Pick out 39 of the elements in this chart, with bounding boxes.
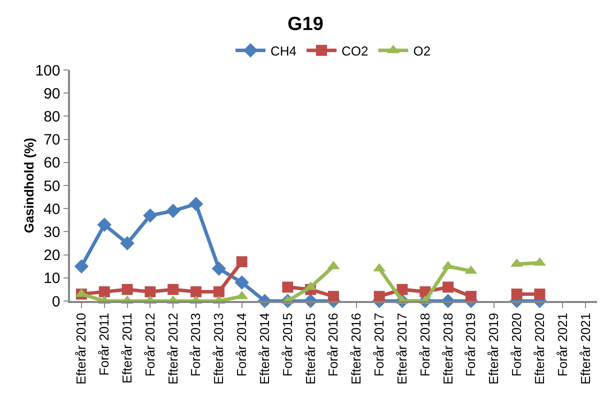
y-tick-label: 60 — [44, 154, 60, 172]
y-tick-label: 80 — [44, 108, 60, 126]
x-tick-label: Forår 2013 — [188, 312, 204, 377]
x-tick-label: Efterår 2018 — [440, 312, 456, 384]
x-tick-label: Efterår 2016 — [348, 312, 364, 384]
y-tick-label: 100 — [35, 62, 60, 80]
y-tick-label: 20 — [44, 247, 60, 264]
y-tick-label: 0 — [52, 293, 60, 310]
x-tick-label: Efterår 2014 — [256, 312, 272, 384]
x-tick-label: Efterår 2017 — [394, 312, 410, 384]
y-tick-label: 40 — [44, 200, 60, 218]
x-tick-label: Forår 2021 — [554, 312, 570, 377]
chart-title: G19 — [288, 14, 324, 35]
legend-label: CO2 — [342, 43, 368, 58]
x-tick-label: Efterår 2015 — [302, 312, 318, 384]
y-tick-label: 90 — [44, 85, 60, 102]
x-tick-label: Efterår 2019 — [486, 312, 502, 384]
x-tick-label: Efterår 2010 — [74, 312, 89, 384]
x-tick-label: Forår 2020 — [509, 312, 524, 377]
x-tick-label: Forår 2012 — [142, 312, 158, 377]
x-tick-label: Forår 2015 — [280, 312, 295, 377]
y-tick-label: 10 — [44, 270, 60, 288]
x-tick-label: Forår 2016 — [326, 312, 341, 377]
y-tick-label: 50 — [44, 178, 60, 195]
legend-label: CH4 — [270, 43, 297, 58]
x-tick-label: Forår 2017 — [372, 312, 387, 377]
x-tick-label: Forår 2018 — [417, 312, 432, 377]
x-tick-label: Efterår 2021 — [578, 312, 593, 384]
y-tick-label: 30 — [44, 224, 60, 241]
x-tick-label: Efterår 2011 — [120, 312, 135, 384]
x-tick-label: Forår 2019 — [463, 312, 478, 377]
x-tick-label: Efterår 2020 — [532, 312, 547, 384]
x-tick-label: Forår 2011 — [96, 312, 112, 376]
x-tick-label: Forår 2014 — [234, 312, 250, 377]
x-tick-label: Efterår 2012 — [165, 312, 180, 384]
y-axis-title: Gasindhold (%) — [22, 138, 36, 234]
y-tick-label: 70 — [44, 132, 60, 149]
legend-label: O2 — [413, 43, 431, 58]
x-tick-label: Efterår 2013 — [211, 312, 226, 384]
